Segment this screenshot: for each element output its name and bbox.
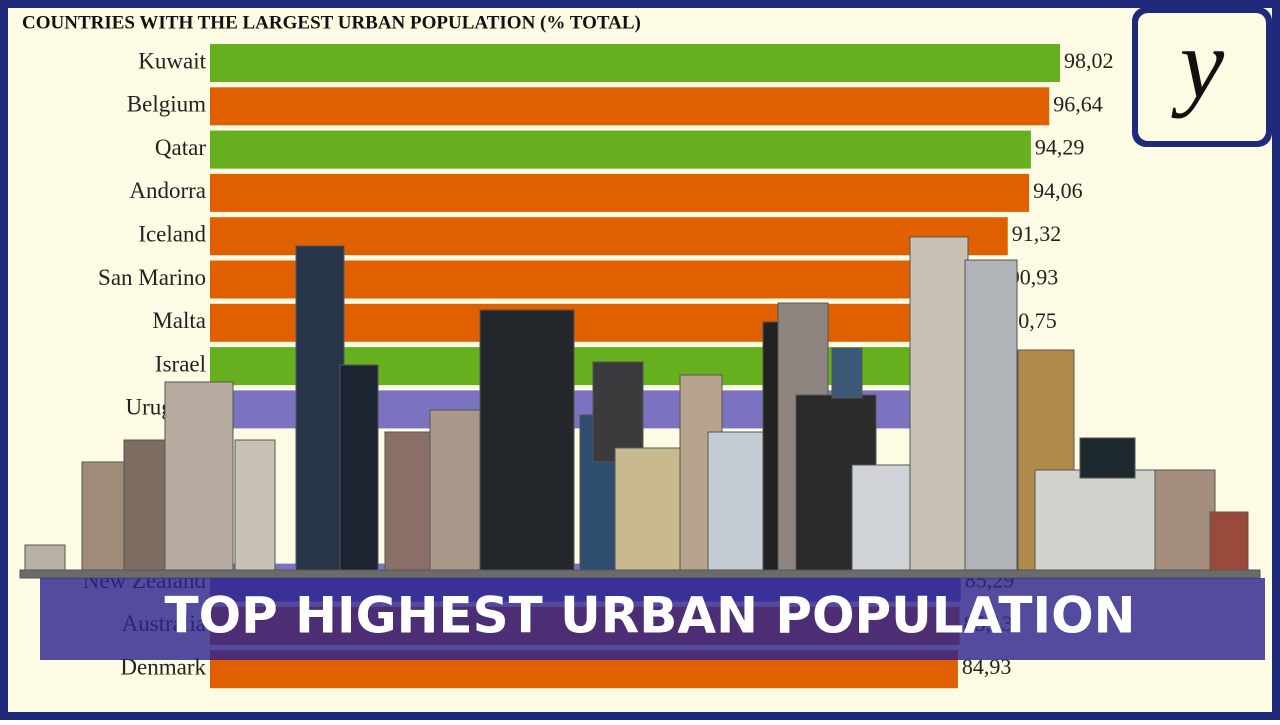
banner-background: [40, 578, 1265, 660]
banner-text: TOP HIGHEST URBAN POPULATION: [165, 587, 1136, 645]
value-label: 94,06: [1033, 178, 1083, 203]
y-tick-label: San Marino: [98, 265, 206, 290]
value-label: 98,02: [1064, 48, 1114, 73]
value-label: 94,29: [1035, 135, 1085, 160]
value-label: 96,64: [1053, 91, 1103, 116]
bar: [210, 130, 1031, 169]
y-tick-label: Iceland: [138, 221, 206, 246]
y-tick-label: Qatar: [155, 135, 206, 160]
bar: [210, 44, 1060, 82]
y-tick-label: Israel: [155, 351, 206, 376]
logo: y: [1171, 8, 1225, 119]
y-tick-label: Kuwait: [138, 48, 206, 73]
y-tick-label: Belgium: [127, 92, 206, 117]
logo-background: [1138, 13, 1266, 141]
skyline: [19, 236, 1261, 579]
bar: [210, 87, 1050, 126]
y-tick-label: Andorra: [129, 178, 206, 203]
chart-title: COUNTRIES WITH THE LARGEST URBAN POPULAT…: [22, 12, 641, 33]
y-tick-label: Malta: [152, 308, 206, 333]
bar: [210, 173, 1030, 212]
value-label: 91,32: [1012, 221, 1062, 246]
